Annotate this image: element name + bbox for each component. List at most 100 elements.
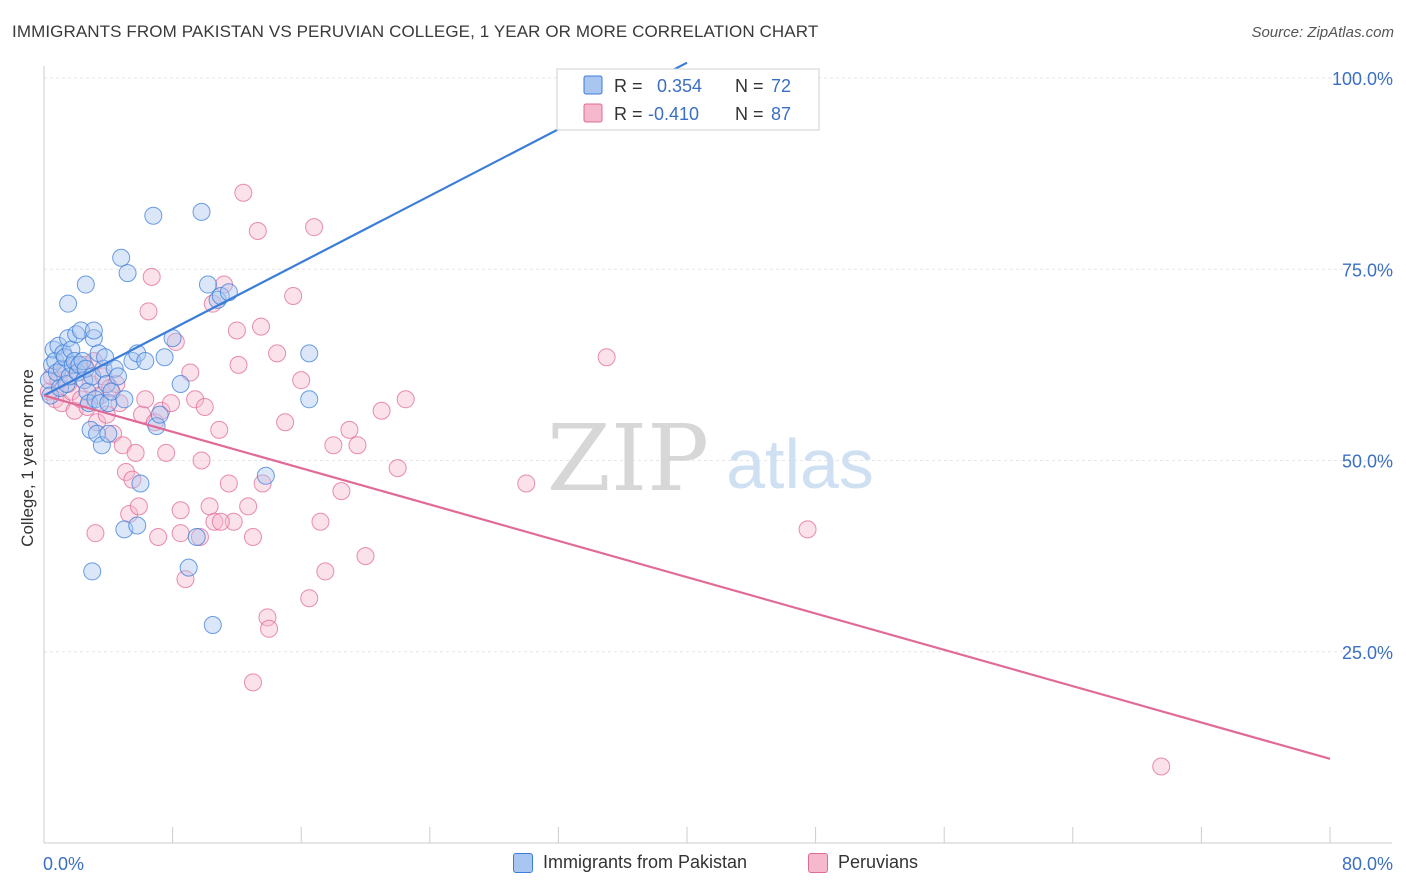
x-tick-label-max: 80.0%	[1342, 854, 1393, 874]
axes	[43, 66, 1392, 844]
pakistan-point	[115, 390, 134, 409]
peruvian-point	[126, 443, 145, 462]
y-tick-labels: 25.0% 50.0% 75.0% 100.0%	[1332, 69, 1393, 663]
source-credit: Source: ZipAtlas.com	[1251, 24, 1394, 41]
peruvian-point	[171, 524, 190, 543]
peruvian-point	[316, 562, 335, 581]
peruvian-point	[227, 321, 246, 340]
watermark-atlas: atlas	[726, 425, 874, 503]
legend-swatch-peruvians-bottom	[808, 852, 828, 873]
gridlines	[44, 77, 1392, 653]
pakistan-point	[256, 466, 275, 485]
peruvian-point	[139, 302, 158, 321]
pakistan-point	[128, 516, 147, 535]
peruvian-point	[324, 436, 343, 455]
y-tick-label: 25.0%	[1342, 643, 1393, 663]
legend-r-value-1: -0.410	[648, 104, 699, 124]
legend-item-pakistan: Immigrants from Pakistan	[513, 852, 747, 873]
pakistan-point	[219, 283, 238, 302]
peruvian-point	[348, 436, 367, 455]
peruvian-point	[276, 413, 295, 432]
pakistan-point	[300, 390, 319, 409]
peruvian-point	[86, 524, 105, 543]
pakistan-point	[41, 386, 60, 405]
peruvian-point	[181, 363, 200, 382]
peruvian-point	[142, 267, 161, 286]
pakistan-point	[300, 344, 319, 363]
peruvian-point	[284, 287, 303, 306]
peruvian-point	[268, 344, 287, 363]
peruvian-point	[311, 512, 330, 531]
pakistan-point	[171, 375, 190, 393]
y-tick-label: 50.0%	[1342, 452, 1393, 472]
peruvian-point	[149, 528, 168, 546]
legend-label-pakistan: Immigrants from Pakistan	[543, 852, 748, 872]
peruvian-point	[205, 512, 224, 531]
pakistan-point	[203, 615, 222, 634]
x-tick-label-min: 0.0%	[43, 854, 84, 874]
peruvian-point	[211, 512, 230, 531]
pakistan-point	[147, 417, 166, 436]
chart-title: IMMIGRANTS FROM PAKISTAN VS PERUVIAN COL…	[12, 22, 819, 41]
pakistan-point	[187, 528, 206, 546]
legend-r-value-0: 0.354	[657, 76, 702, 96]
stats-legend: R = 0.354 N = 72 R = -0.410 N = 87	[556, 68, 820, 131]
peruvian-point	[260, 619, 279, 638]
peruvian-point	[252, 317, 271, 336]
peruvian-point	[248, 222, 267, 240]
peruvian-point	[356, 547, 375, 566]
peruvian-point	[372, 401, 391, 420]
peruvian-point	[243, 673, 262, 692]
legend-r-label-1: R =	[614, 104, 643, 124]
peruvian-point	[219, 474, 238, 493]
peruvian-point	[1152, 757, 1171, 776]
legend-swatch-pakistan-bottom	[513, 852, 533, 873]
peruvian-point	[597, 348, 616, 367]
pakistan-point	[84, 321, 103, 340]
peruvian-point	[195, 397, 214, 416]
x-tick-labels: 0.0% 80.0%	[43, 854, 1393, 874]
peruvian-point	[116, 462, 135, 481]
pakistan-point	[155, 348, 174, 367]
peruvian-point	[186, 390, 205, 409]
pakistan-point	[59, 294, 78, 313]
peruvian-point	[161, 394, 180, 413]
pakistan-point	[92, 436, 111, 455]
pakistan-point	[118, 264, 137, 283]
legend-label-peruvians: Peruvians	[838, 852, 919, 872]
peruvian-point	[798, 520, 817, 539]
peruvian-point	[332, 482, 351, 501]
pakistan-points	[39, 202, 319, 634]
peruvian-point	[243, 528, 262, 546]
legend-swatch-pakistan	[583, 75, 603, 95]
pakistan-point	[99, 424, 118, 443]
peruvian-point	[129, 497, 148, 516]
legend-r-label-0: R =	[614, 76, 643, 96]
pakistan-point	[150, 405, 169, 424]
legend-swatch-peruvians	[583, 103, 603, 123]
peruvian-point	[258, 608, 277, 627]
watermark: ZIP atlas	[547, 405, 874, 512]
peruvian-point	[210, 420, 229, 439]
peruvian-point	[192, 451, 211, 470]
legend-n-label-0: N =	[735, 76, 764, 96]
peruvian-point	[234, 183, 253, 202]
peruvian-point	[517, 474, 536, 493]
peruvian-point	[224, 512, 243, 531]
pakistan-point	[108, 367, 127, 386]
peruvian-point	[292, 371, 311, 390]
pakistan-point	[131, 474, 150, 493]
legend-item-peruvians: Peruvians	[808, 852, 918, 873]
pakistan-point	[192, 202, 211, 221]
peruvian-point	[136, 390, 155, 409]
peruvian-point	[388, 459, 407, 478]
pakistan-point	[136, 352, 155, 371]
pakistan-point	[76, 275, 95, 294]
peruvian-point	[104, 424, 123, 443]
peruvian-point	[176, 570, 195, 589]
legend-n-label-1: N =	[735, 104, 764, 124]
peruvian-point	[396, 390, 415, 409]
peruvian-point	[200, 497, 219, 516]
peruvian-point	[157, 443, 176, 462]
